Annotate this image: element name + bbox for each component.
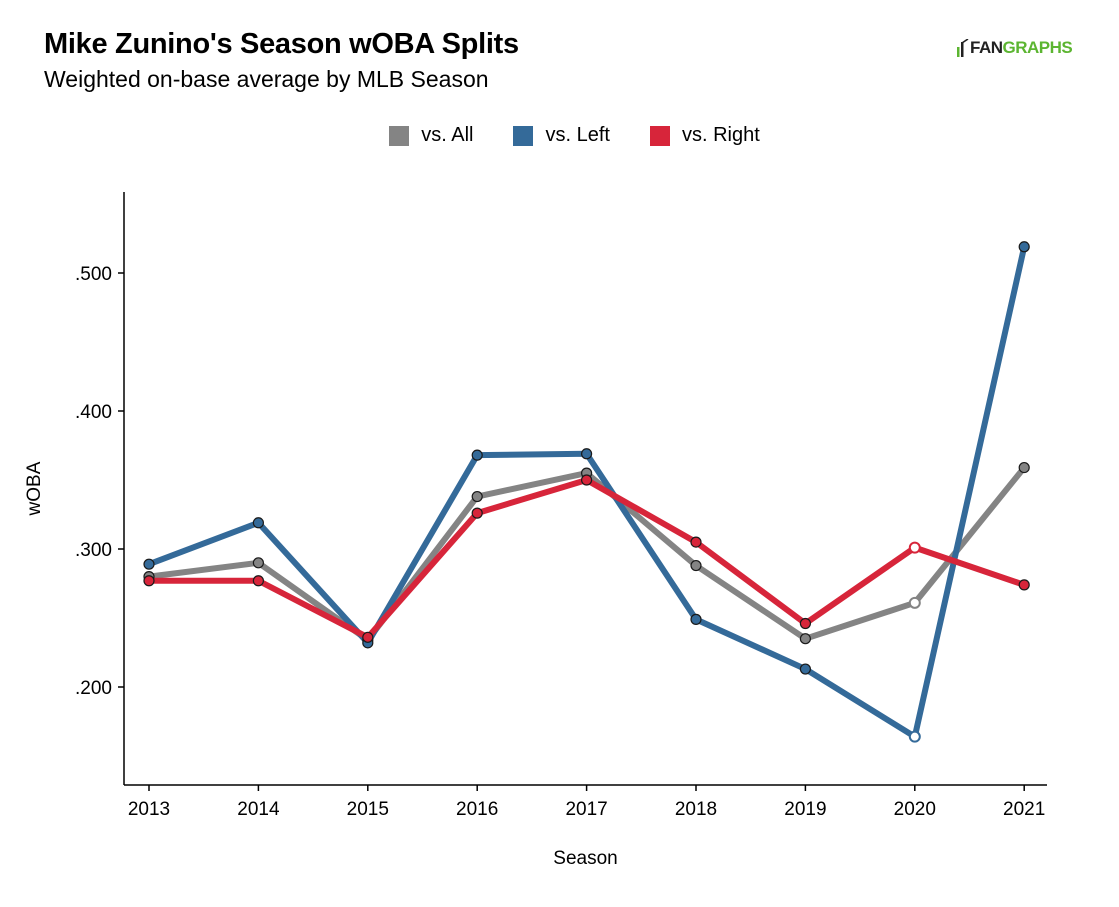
logo-text-graphs: GRAPHS <box>1002 38 1073 57</box>
data-point-vs-right <box>908 541 921 554</box>
data-point-vs-right <box>1018 579 1030 591</box>
x-tick-label: 2013 <box>128 799 170 820</box>
data-point-vs-all <box>908 596 921 609</box>
x-axis-title: Season <box>553 848 617 869</box>
data-point-vs-left <box>252 517 264 529</box>
x-tick-label: 2017 <box>565 799 607 820</box>
data-point-vs-all <box>471 490 483 503</box>
legend-label-right: vs. Right <box>681 124 760 146</box>
data-point-vs-left <box>799 663 812 675</box>
series-layer <box>143 241 1030 743</box>
legend-item-left: vs. Left <box>513 124 610 147</box>
data-point-vs-right <box>362 631 374 643</box>
logo-text-fan: FAN <box>970 38 1003 57</box>
data-point-vs-right <box>580 474 593 486</box>
data-point-vs-left <box>471 449 483 461</box>
axes-layer: .200 .300 .400 .500 2013 2014 2015 2016 2017 2018… <box>24 192 1047 869</box>
legend-item-all: vs. All <box>389 124 473 147</box>
data-point-vs-all <box>690 559 702 572</box>
data-point-vs-right <box>252 575 264 587</box>
data-point-vs-all <box>799 633 812 645</box>
data-point-vs-right <box>799 617 812 630</box>
x-tick-label: 2020 <box>894 799 936 820</box>
legend-item-right: vs. Right <box>649 124 760 147</box>
data-point-vs-right <box>471 507 483 519</box>
data-point-vs-right <box>690 536 702 548</box>
data-point-vs-left <box>143 558 155 570</box>
y-tick-label: .300 <box>75 540 112 561</box>
data-point-vs-all <box>1018 461 1030 474</box>
data-point-vs-left <box>580 448 593 460</box>
y-tick-label: .500 <box>75 264 112 285</box>
data-point-vs-all <box>252 557 264 569</box>
x-tick-label: 2014 <box>237 799 280 820</box>
y-axis-title: wOBA <box>24 461 45 516</box>
legend-label-all: vs. All <box>421 124 474 146</box>
legend-swatch-all <box>389 125 410 146</box>
chart-title: Mike Zunino's Season wOBA Splits <box>44 28 519 60</box>
y-tick-label: .200 <box>75 678 112 699</box>
series-line-vs-all <box>146 464 1028 644</box>
x-tick-label: 2016 <box>456 799 498 820</box>
x-tick-label: 2018 <box>675 799 717 820</box>
x-tick-label: 2021 <box>1003 799 1045 820</box>
data-point-vs-left <box>690 613 702 625</box>
series-line-vs-right <box>146 477 1028 641</box>
x-tick-label: 2015 <box>347 799 389 820</box>
fangraphs-logo: FAN GRAPHS <box>956 38 1073 58</box>
y-tick-label: .400 <box>75 402 112 423</box>
chart-subtitle: Weighted on-base average by MLB Season <box>44 66 489 92</box>
legend-swatch-left <box>513 125 534 146</box>
legend-label-left: vs. Left <box>545 124 610 146</box>
series-line-vs-left <box>146 243 1028 740</box>
x-tick-label: 2019 <box>784 799 826 820</box>
data-point-vs-left <box>908 730 921 743</box>
data-point-vs-right <box>143 575 155 587</box>
batter-logo-icon <box>956 38 969 57</box>
data-point-vs-left <box>1018 241 1030 253</box>
chart-legend: vs. All vs. Left vs. Right <box>0 124 1119 147</box>
legend-swatch-right <box>649 125 670 146</box>
